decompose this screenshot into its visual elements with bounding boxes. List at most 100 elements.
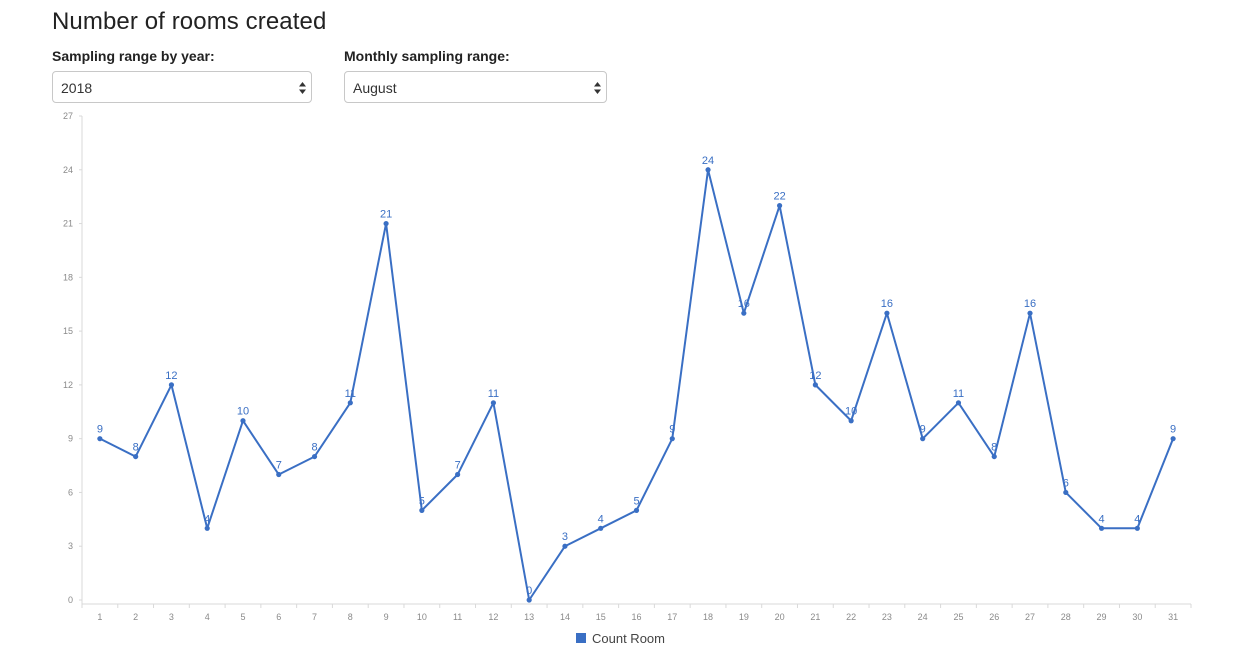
- month-select[interactable]: August: [344, 71, 607, 103]
- data-point: [598, 525, 604, 531]
- x-tick-label: 27: [1025, 612, 1035, 622]
- data-point: [776, 203, 783, 209]
- x-tick-label: 18: [703, 612, 713, 622]
- data-point: [419, 507, 425, 513]
- data-point: [848, 418, 854, 424]
- data-label: 22: [773, 191, 785, 203]
- x-tick-label: 20: [775, 612, 785, 622]
- x-tick-label: 26: [989, 612, 999, 622]
- y-tick-label: 24: [63, 165, 73, 175]
- data-point: [884, 310, 890, 316]
- x-tick-label: 3: [169, 612, 174, 622]
- data-point: [812, 382, 818, 388]
- y-tick-label: 27: [63, 111, 73, 121]
- data-point: [97, 436, 103, 442]
- legend-label: Count Room: [592, 630, 665, 646]
- x-tick-label: 15: [596, 612, 606, 622]
- x-tick-label: 1: [97, 612, 102, 622]
- y-tick-label: 21: [63, 219, 73, 229]
- data-label: 4: [598, 513, 604, 525]
- chart-legend[interactable]: Count Room: [576, 630, 665, 646]
- data-point: [633, 507, 640, 513]
- data-point: [1098, 525, 1105, 531]
- x-tick-label: 5: [240, 612, 245, 622]
- data-label: 12: [809, 370, 821, 382]
- x-tick-label: 2: [133, 612, 138, 622]
- data-label: 9: [920, 424, 926, 436]
- data-label: 16: [1024, 298, 1036, 310]
- data-point: [955, 400, 962, 406]
- x-tick-label: 31: [1168, 612, 1178, 622]
- data-label: 10: [237, 406, 249, 418]
- x-tick-label: 8: [348, 612, 353, 622]
- data-label: 0: [526, 585, 532, 597]
- data-point: [1027, 310, 1033, 316]
- data-label: 12: [165, 370, 177, 382]
- data-label: 7: [276, 460, 282, 472]
- data-point: [669, 436, 675, 442]
- data-point: [1170, 436, 1176, 442]
- data-label: 3: [562, 531, 568, 543]
- x-tick-label: 16: [631, 612, 641, 622]
- data-point: [168, 382, 175, 388]
- x-tick-label: 4: [205, 612, 210, 622]
- x-tick-label: 9: [384, 612, 389, 622]
- month-filter-label: Monthly sampling range:: [344, 48, 510, 64]
- x-tick-label: 13: [524, 612, 534, 622]
- data-point: [133, 453, 139, 460]
- legend-swatch: [576, 633, 586, 643]
- x-tick-label: 12: [488, 612, 498, 622]
- page-title: Number of rooms created: [52, 8, 327, 35]
- data-label: 21: [380, 209, 392, 221]
- x-tick-label: 17: [667, 612, 677, 622]
- y-tick-label: 15: [63, 326, 73, 336]
- x-tick-label: 29: [1097, 612, 1107, 622]
- data-point: [1063, 489, 1069, 496]
- x-tick-label: 14: [560, 612, 570, 622]
- x-tick-label: 22: [846, 612, 856, 622]
- y-tick-label: 18: [63, 272, 73, 282]
- x-tick-label: 10: [417, 612, 427, 622]
- data-label: 11: [953, 388, 964, 400]
- data-label: 6: [1063, 477, 1069, 489]
- data-point: [705, 167, 711, 173]
- data-label: 8: [311, 442, 317, 454]
- data-label: 4: [1134, 513, 1140, 525]
- data-point: [490, 400, 497, 406]
- select-arrows-icon: [299, 82, 306, 94]
- y-tick-label: 0: [68, 595, 73, 605]
- data-point: [991, 453, 997, 460]
- data-point: [455, 471, 461, 478]
- x-tick-label: 30: [1132, 612, 1142, 622]
- x-tick-label: 21: [810, 612, 820, 622]
- data-label: 8: [133, 442, 139, 454]
- x-tick-label: 25: [953, 612, 963, 622]
- year-select-value: 2018: [61, 80, 93, 96]
- series-line-count-room: [99, 168, 1175, 601]
- data-label: 16: [738, 298, 750, 310]
- y-tick-label: 6: [68, 487, 73, 497]
- x-tick-label: 19: [739, 612, 749, 622]
- x-tick-label: 24: [918, 612, 928, 622]
- y-tick-label: 3: [68, 541, 73, 551]
- data-label: 11: [345, 388, 356, 400]
- year-select[interactable]: 2018: [52, 71, 312, 103]
- x-tick-label: 23: [882, 612, 892, 622]
- data-label: 9: [669, 424, 675, 436]
- data-label: 16: [881, 298, 893, 310]
- data-label: 9: [1170, 424, 1176, 436]
- data-point: [383, 220, 389, 227]
- data-point: [562, 543, 568, 549]
- month-select-value: August: [353, 80, 397, 96]
- data-label: 9: [97, 424, 103, 436]
- x-tick-label: 7: [312, 612, 317, 622]
- y-tick-label: 9: [68, 434, 73, 444]
- data-point: [311, 453, 318, 460]
- year-filter-label: Sampling range by year:: [52, 48, 215, 64]
- data-point: [204, 525, 210, 531]
- data-label: 11: [488, 388, 499, 400]
- x-tick-label: 11: [453, 612, 462, 622]
- x-tick-label: 6: [276, 612, 281, 622]
- data-label: 10: [845, 406, 857, 418]
